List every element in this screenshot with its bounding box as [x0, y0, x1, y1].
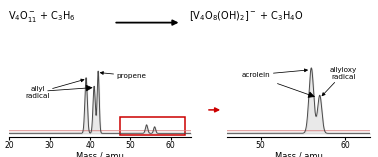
- X-axis label: Mass / amu: Mass / amu: [275, 151, 322, 157]
- Text: acrolein: acrolein: [242, 69, 307, 78]
- Text: [V$_4$O$_8$(OH)$_2$]$^-$ + C$_3$H$_4$O: [V$_4$O$_8$(OH)$_2$]$^-$ + C$_3$H$_4$O: [189, 9, 304, 23]
- Text: V$_4$O$_{11}^-$ + C$_3$H$_6$: V$_4$O$_{11}^-$ + C$_3$H$_6$: [8, 9, 75, 24]
- Text: allyloxy
radical: allyloxy radical: [322, 67, 357, 96]
- Bar: [120, 117, 185, 135]
- Text: propene: propene: [101, 72, 146, 79]
- Text: allyl
radical: allyl radical: [25, 79, 84, 99]
- X-axis label: Mass / amu: Mass / amu: [76, 151, 124, 157]
